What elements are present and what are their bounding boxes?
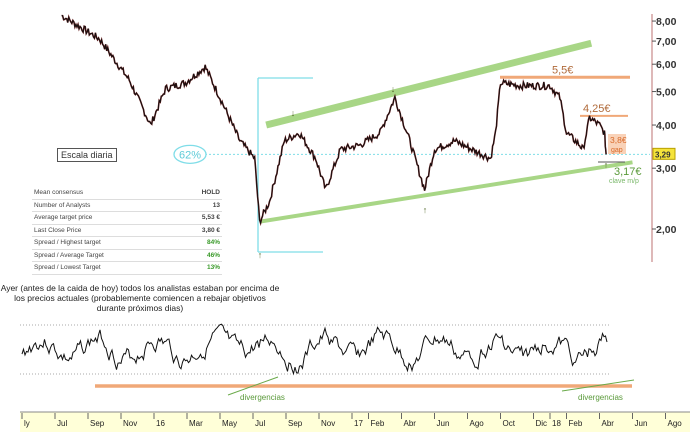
x-tick-label: Nov [123, 419, 137, 428]
stats-row: Mean consensus HOLD [32, 187, 222, 200]
x-tick-label: Feb [371, 419, 385, 428]
stats-label: Spread / Lowest Target [32, 261, 178, 275]
arrow-up-icon: ↑ [423, 205, 428, 215]
x-tick-label: Sep [288, 419, 303, 428]
stats-row: Spread / Average Target 46% [32, 249, 222, 262]
x-tick-label: Jun [437, 419, 450, 428]
stats-row: Spread / Highest target 84% [32, 236, 222, 250]
y-tick-label: 4,00 [656, 120, 677, 132]
analyst-note: Ayer (antes de la caida de hoy) todos lo… [0, 283, 280, 313]
x-tick-label: Feb [569, 419, 583, 428]
stats-value: 46% [177, 249, 222, 262]
stats-value: HOLD [177, 187, 222, 200]
x-tick-label: Abr [602, 419, 615, 428]
divergence-line-2 [561, 379, 635, 392]
y-tick-label: 7,00 [656, 36, 677, 48]
y-tick-label: 6,00 [656, 59, 677, 71]
x-tick-label: Jul [255, 419, 265, 428]
gap-label: gap [611, 147, 623, 154]
stats-label: Number of Analysts [32, 199, 178, 212]
stats-value: 3,80 € [177, 224, 222, 237]
fib-pct-label: 62% [179, 149, 201, 161]
stats-label: Spread / Average Target [32, 249, 178, 262]
x-tick-label: Abr [404, 419, 417, 428]
gap-price-label: 3,8€ [610, 135, 627, 145]
arrow-up-icon: ↑ [258, 250, 263, 260]
stats-value: 84% [177, 236, 222, 250]
key-price-label: 3,17€ [614, 166, 642, 178]
current-price-label: 3,29 [655, 150, 671, 159]
arrow-down-icon: ↓ [391, 84, 396, 94]
stats-row: Average target price 5,53 € [32, 211, 222, 225]
level-label-5-5: 5,5€ [552, 64, 573, 76]
x-tick-label: 18 [552, 419, 561, 428]
stats-label: Average target price [32, 211, 178, 225]
x-tick-label: Ago [668, 419, 683, 428]
x-tick-label: 16 [156, 419, 165, 428]
scale-label: Escala diaria [57, 148, 117, 162]
gap-box [608, 134, 626, 154]
stats-value: 5,53 € [177, 211, 222, 225]
stats-value: 13% [177, 261, 222, 275]
current-price-badge [652, 147, 676, 160]
x-tick-label: Nov [321, 419, 335, 428]
stats-row: Last Close Price 3,80 € [32, 224, 222, 237]
level-label-4-25: 4,25€ [583, 103, 611, 115]
key-level-label: clave m/p [609, 178, 639, 185]
arrow-down-icon: ↓ [291, 108, 296, 118]
divergence-label-1: divergencias [240, 393, 285, 402]
stats-label: Spread / Highest target [32, 236, 178, 250]
x-tick-label: Ago [470, 419, 485, 428]
y-tick-label: 2,00 [656, 224, 677, 236]
x-tick-label: Oct [503, 419, 516, 428]
x-tick-label: Mar [189, 419, 203, 428]
stats-row: Spread / Lowest Target 13% [32, 261, 222, 275]
x-tick-label: Jun [635, 419, 648, 428]
oscillator-line [21, 323, 608, 376]
stats-label: Last Close Price [32, 224, 178, 237]
x-tick-label: Dic [536, 419, 548, 428]
stats-label: Mean consensus [32, 187, 178, 200]
divergence-line-1 [227, 376, 279, 396]
x-tick-label: ly [24, 419, 30, 428]
x-tick-label: May [222, 419, 237, 428]
stats-value: 13 [177, 199, 222, 212]
x-tick-label: Jul [57, 419, 67, 428]
fib-pct-ellipse [173, 144, 207, 164]
analyst-stats-table: Mean consensus HOLD Number of Analysts 13 Av… [32, 187, 222, 275]
stats-row: Number of Analysts 13 [32, 199, 222, 212]
x-tick-label: 17 [354, 419, 363, 428]
x-tick-label: Sep [90, 419, 105, 428]
y-tick-label: 8,00 [656, 16, 677, 28]
price-line [61, 15, 607, 225]
channel-upper [265, 39, 593, 129]
y-tick-label: 3,00 [656, 163, 677, 175]
arrow-up-icon: ↑ [604, 160, 609, 170]
channel-lower [259, 160, 633, 224]
y-tick-label: 5,00 [656, 87, 677, 99]
divergence-label-2: divergencias [578, 393, 623, 402]
